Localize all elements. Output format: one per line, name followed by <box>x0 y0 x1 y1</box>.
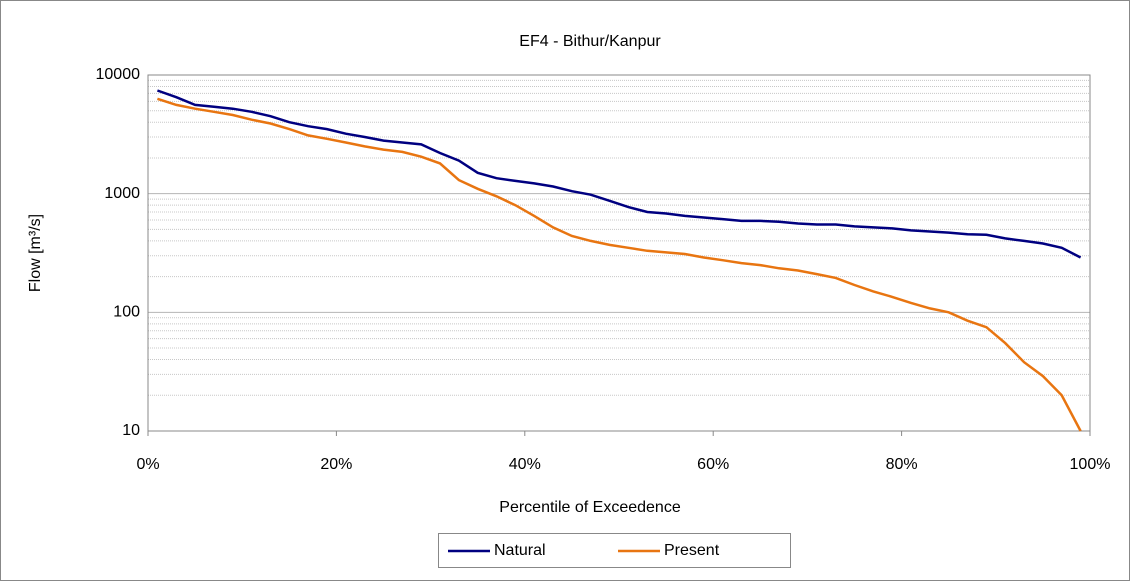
y-tick-label: 1000 <box>104 185 140 202</box>
x-tick-label: 40% <box>509 456 541 473</box>
x-tick-label: 80% <box>886 456 918 473</box>
y-tick-label: 10 <box>122 422 140 439</box>
series-line <box>157 97 1082 432</box>
x-axis-label: Percentile of Exceedence <box>499 499 681 516</box>
x-tick-label: 0% <box>136 456 159 473</box>
y-tick-label: 100 <box>113 304 140 321</box>
y-axis-label: Flow [m³/s] <box>27 214 44 292</box>
legend-label: Present <box>664 542 720 559</box>
x-tick-label: 100% <box>1070 456 1111 473</box>
x-tick-label: 20% <box>320 456 352 473</box>
series-line <box>156 89 1082 259</box>
legend-box <box>438 533 791 568</box>
legend-label: Natural <box>494 542 546 559</box>
chart-title: EF4 - Bithur/Kanpur <box>519 33 661 50</box>
x-tick-label: 60% <box>697 456 729 473</box>
y-tick-label: 10000 <box>96 66 141 83</box>
plot-frame <box>147 74 1091 432</box>
